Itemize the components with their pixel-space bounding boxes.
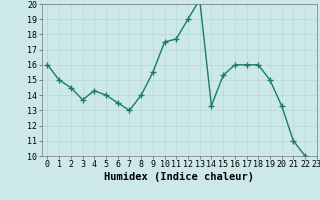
X-axis label: Humidex (Indice chaleur): Humidex (Indice chaleur) xyxy=(104,172,254,182)
